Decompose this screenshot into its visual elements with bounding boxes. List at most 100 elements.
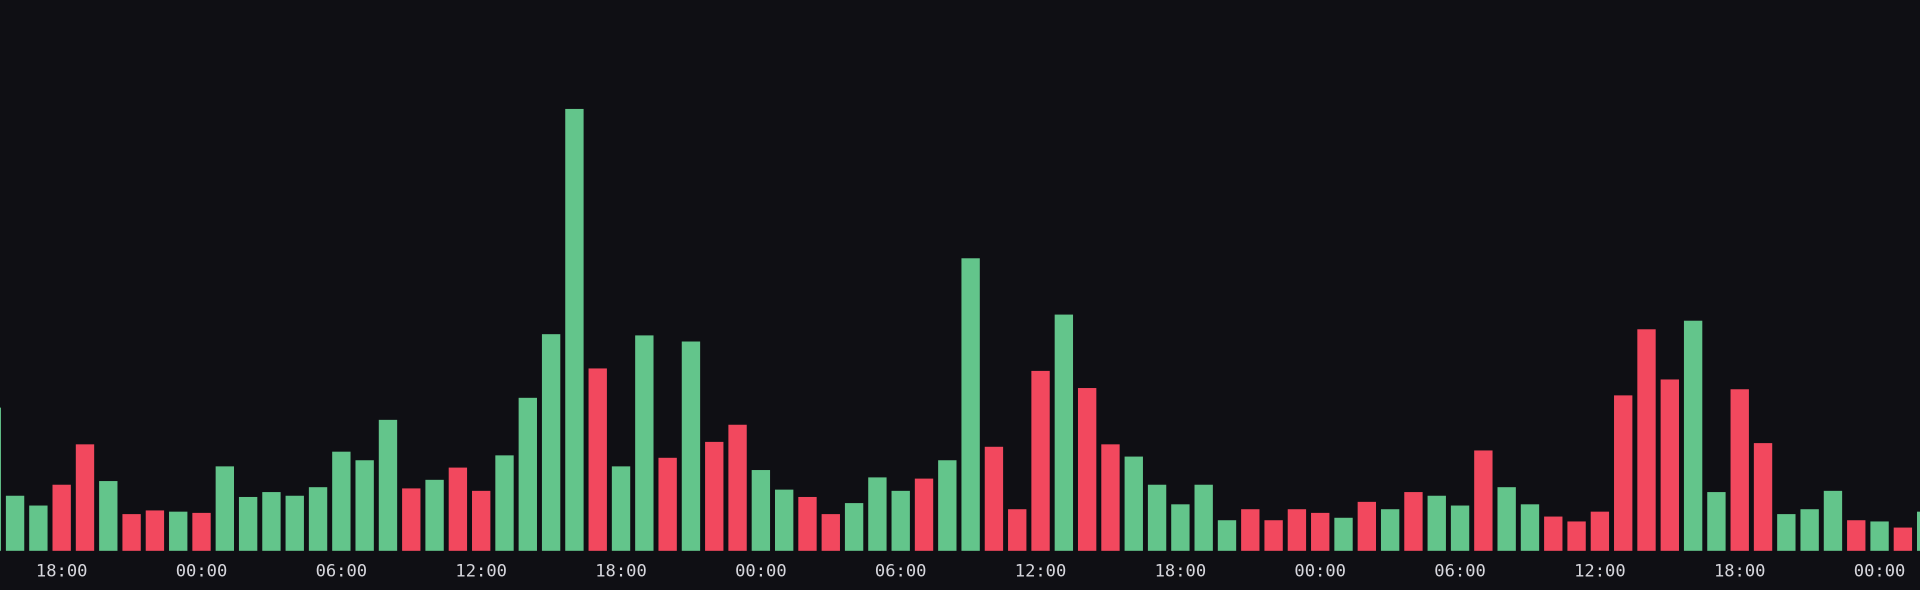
bar — [1217, 520, 1237, 551]
bar — [1870, 521, 1889, 551]
bar — [565, 108, 584, 551]
bar — [1194, 484, 1213, 551]
bar — [0, 407, 1, 551]
bar — [29, 505, 48, 551]
bar — [1031, 370, 1050, 551]
bar — [192, 512, 211, 551]
bar — [262, 492, 281, 551]
bar — [821, 514, 840, 551]
bar — [1847, 520, 1866, 551]
bar — [238, 496, 258, 551]
bar — [1171, 504, 1190, 551]
bar — [705, 441, 724, 551]
x-tick-label: 18:00 — [36, 562, 88, 582]
bar — [518, 397, 537, 551]
bar — [1614, 395, 1633, 551]
bar — [1380, 509, 1400, 551]
bar — [914, 478, 934, 551]
bar — [1077, 388, 1097, 551]
bar — [378, 419, 398, 551]
bar — [1474, 450, 1493, 551]
bar — [402, 488, 421, 551]
bar — [1916, 511, 1920, 551]
bar — [308, 487, 328, 551]
x-tick-label: 12:00 — [1015, 562, 1067, 582]
bar — [891, 490, 910, 551]
bar — [1124, 456, 1143, 551]
bar — [1101, 444, 1120, 551]
bar — [1357, 501, 1377, 551]
bar — [844, 503, 864, 551]
bar — [1823, 490, 1843, 551]
bar — [1334, 517, 1353, 551]
bar — [1054, 314, 1074, 551]
bar — [425, 479, 444, 551]
bar — [332, 451, 351, 551]
bar — [1800, 509, 1819, 551]
bar — [5, 495, 25, 551]
bar — [1450, 505, 1470, 551]
x-tick-label: 06:00 — [316, 562, 368, 582]
x-tick-label: 18:00 — [595, 562, 647, 582]
bar — [1683, 320, 1703, 551]
x-tick-label: 18:00 — [1155, 562, 1207, 582]
bar — [1730, 389, 1749, 551]
bar — [1427, 495, 1446, 551]
bar — [1287, 509, 1307, 551]
bar — [1567, 521, 1586, 551]
bar — [728, 424, 747, 551]
bar — [1404, 492, 1423, 551]
x-tick-label: 06:00 — [875, 562, 927, 582]
bar — [1753, 443, 1773, 551]
bar — [1893, 527, 1913, 551]
bar — [1520, 504, 1540, 551]
bar — [1241, 509, 1260, 551]
bar — [1008, 509, 1027, 551]
bar — [52, 484, 71, 551]
bar — [938, 460, 957, 551]
bar — [75, 444, 95, 551]
bar — [611, 466, 631, 551]
bar — [1264, 520, 1283, 551]
bar — [122, 514, 141, 551]
bar — [472, 490, 491, 551]
bar — [868, 477, 887, 551]
bar — [658, 457, 677, 551]
bar — [961, 258, 980, 551]
bar — [1497, 487, 1516, 551]
bar — [1707, 492, 1726, 551]
bar — [215, 466, 235, 551]
x-tick-label: 00:00 — [1294, 562, 1346, 582]
bar — [145, 510, 165, 551]
bar — [984, 446, 1004, 551]
x-tick-label: 18:00 — [1714, 562, 1766, 582]
bar — [1544, 516, 1563, 551]
bar — [448, 467, 468, 551]
bar — [751, 470, 771, 551]
bar — [1590, 511, 1610, 551]
x-tick-label: 06:00 — [1434, 562, 1486, 582]
bar — [99, 481, 118, 551]
bar — [1660, 379, 1679, 551]
bar — [588, 368, 607, 551]
bar — [541, 334, 561, 551]
bar — [1147, 484, 1167, 551]
bar — [1777, 514, 1796, 551]
x-tick-label: 00:00 — [1854, 562, 1906, 582]
bar — [355, 460, 374, 551]
bar — [285, 495, 304, 551]
bar — [169, 511, 188, 551]
x-tick-label: 00:00 — [735, 562, 787, 582]
bar — [1637, 329, 1656, 551]
bar — [1311, 512, 1330, 551]
x-tick-label: 12:00 — [1574, 562, 1626, 582]
bar — [681, 341, 701, 551]
bar — [798, 496, 817, 551]
x-tick-label: 00:00 — [176, 562, 228, 582]
x-tick-label: 12:00 — [455, 562, 507, 582]
bar — [495, 455, 514, 551]
bar — [774, 489, 794, 551]
bar — [635, 335, 654, 551]
